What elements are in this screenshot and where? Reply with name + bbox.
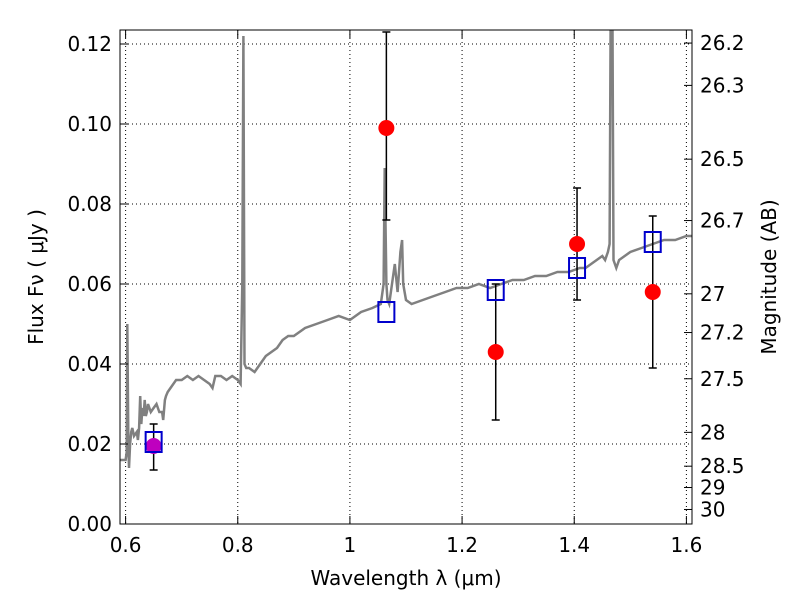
observed-flux-point: [569, 236, 586, 252]
magnitude-tick-label: 26.2: [700, 31, 745, 55]
y-tick-label: 0.00: [67, 512, 112, 536]
magnitude-tick-label: 27: [700, 282, 725, 306]
observed-flux-point: [487, 344, 504, 360]
observed-flux-point: [644, 284, 661, 300]
model-spectrum-line: [120, 30, 692, 469]
y-tick-label: 0.10: [67, 112, 112, 136]
x-tick-label: 1.6: [670, 533, 702, 557]
model-photometry-square: [643, 231, 662, 253]
x-tick-label: 1: [344, 533, 357, 557]
y-tick-label: 0.04: [67, 352, 112, 376]
magnitude-tick-label: 29: [700, 476, 725, 500]
magnitude-axis-title: Magnitude (AB): [757, 199, 781, 354]
observed-flux-point: [145, 438, 162, 454]
x-tick-label: 0.6: [110, 533, 142, 557]
magnitude-tick-label: 26.3: [700, 73, 745, 97]
magnitude-tick-label: 26.5: [700, 147, 745, 171]
magnitude-tick-label: 27.5: [700, 367, 745, 391]
model-photometry-square: [486, 279, 505, 301]
data-markers: [144, 31, 662, 471]
magnitude-tick-label: 28: [700, 420, 725, 444]
x-tick-label: 0.8: [222, 533, 254, 557]
y-axis-title: Flux Fν ( μJy ): [24, 209, 48, 345]
magnitude-tick-label: 27.2: [700, 321, 745, 345]
plot-content: [120, 30, 692, 471]
observed-flux-point: [378, 120, 395, 136]
plot-frame: [119, 29, 693, 525]
y-tick-label: 0.06: [67, 272, 112, 296]
magnitude-tick-label: 28.5: [700, 454, 745, 478]
model-photometry-square: [568, 257, 587, 279]
x-axis-title: Wavelength λ (μm): [310, 566, 501, 590]
y-tick-label: 0.02: [67, 432, 112, 456]
axis-ticks: 0.6 0.8 1 1.2 1.4 1.6 0.00 0.02 0.04 0.06 0.08 0.10…: [67, 30, 745, 557]
magnitude-tick-label: 26.7: [700, 209, 745, 233]
y-tick-label: 0.08: [67, 192, 112, 216]
x-tick-label: 1.4: [558, 533, 590, 557]
model-photometry-square: [144, 431, 163, 453]
x-tick-label: 1.2: [446, 533, 478, 557]
grid-lines: [120, 30, 692, 524]
model-photometry-square: [377, 301, 396, 323]
y-tick-label: 0.12: [67, 32, 112, 56]
magnitude-tick-label: 30: [700, 497, 725, 521]
